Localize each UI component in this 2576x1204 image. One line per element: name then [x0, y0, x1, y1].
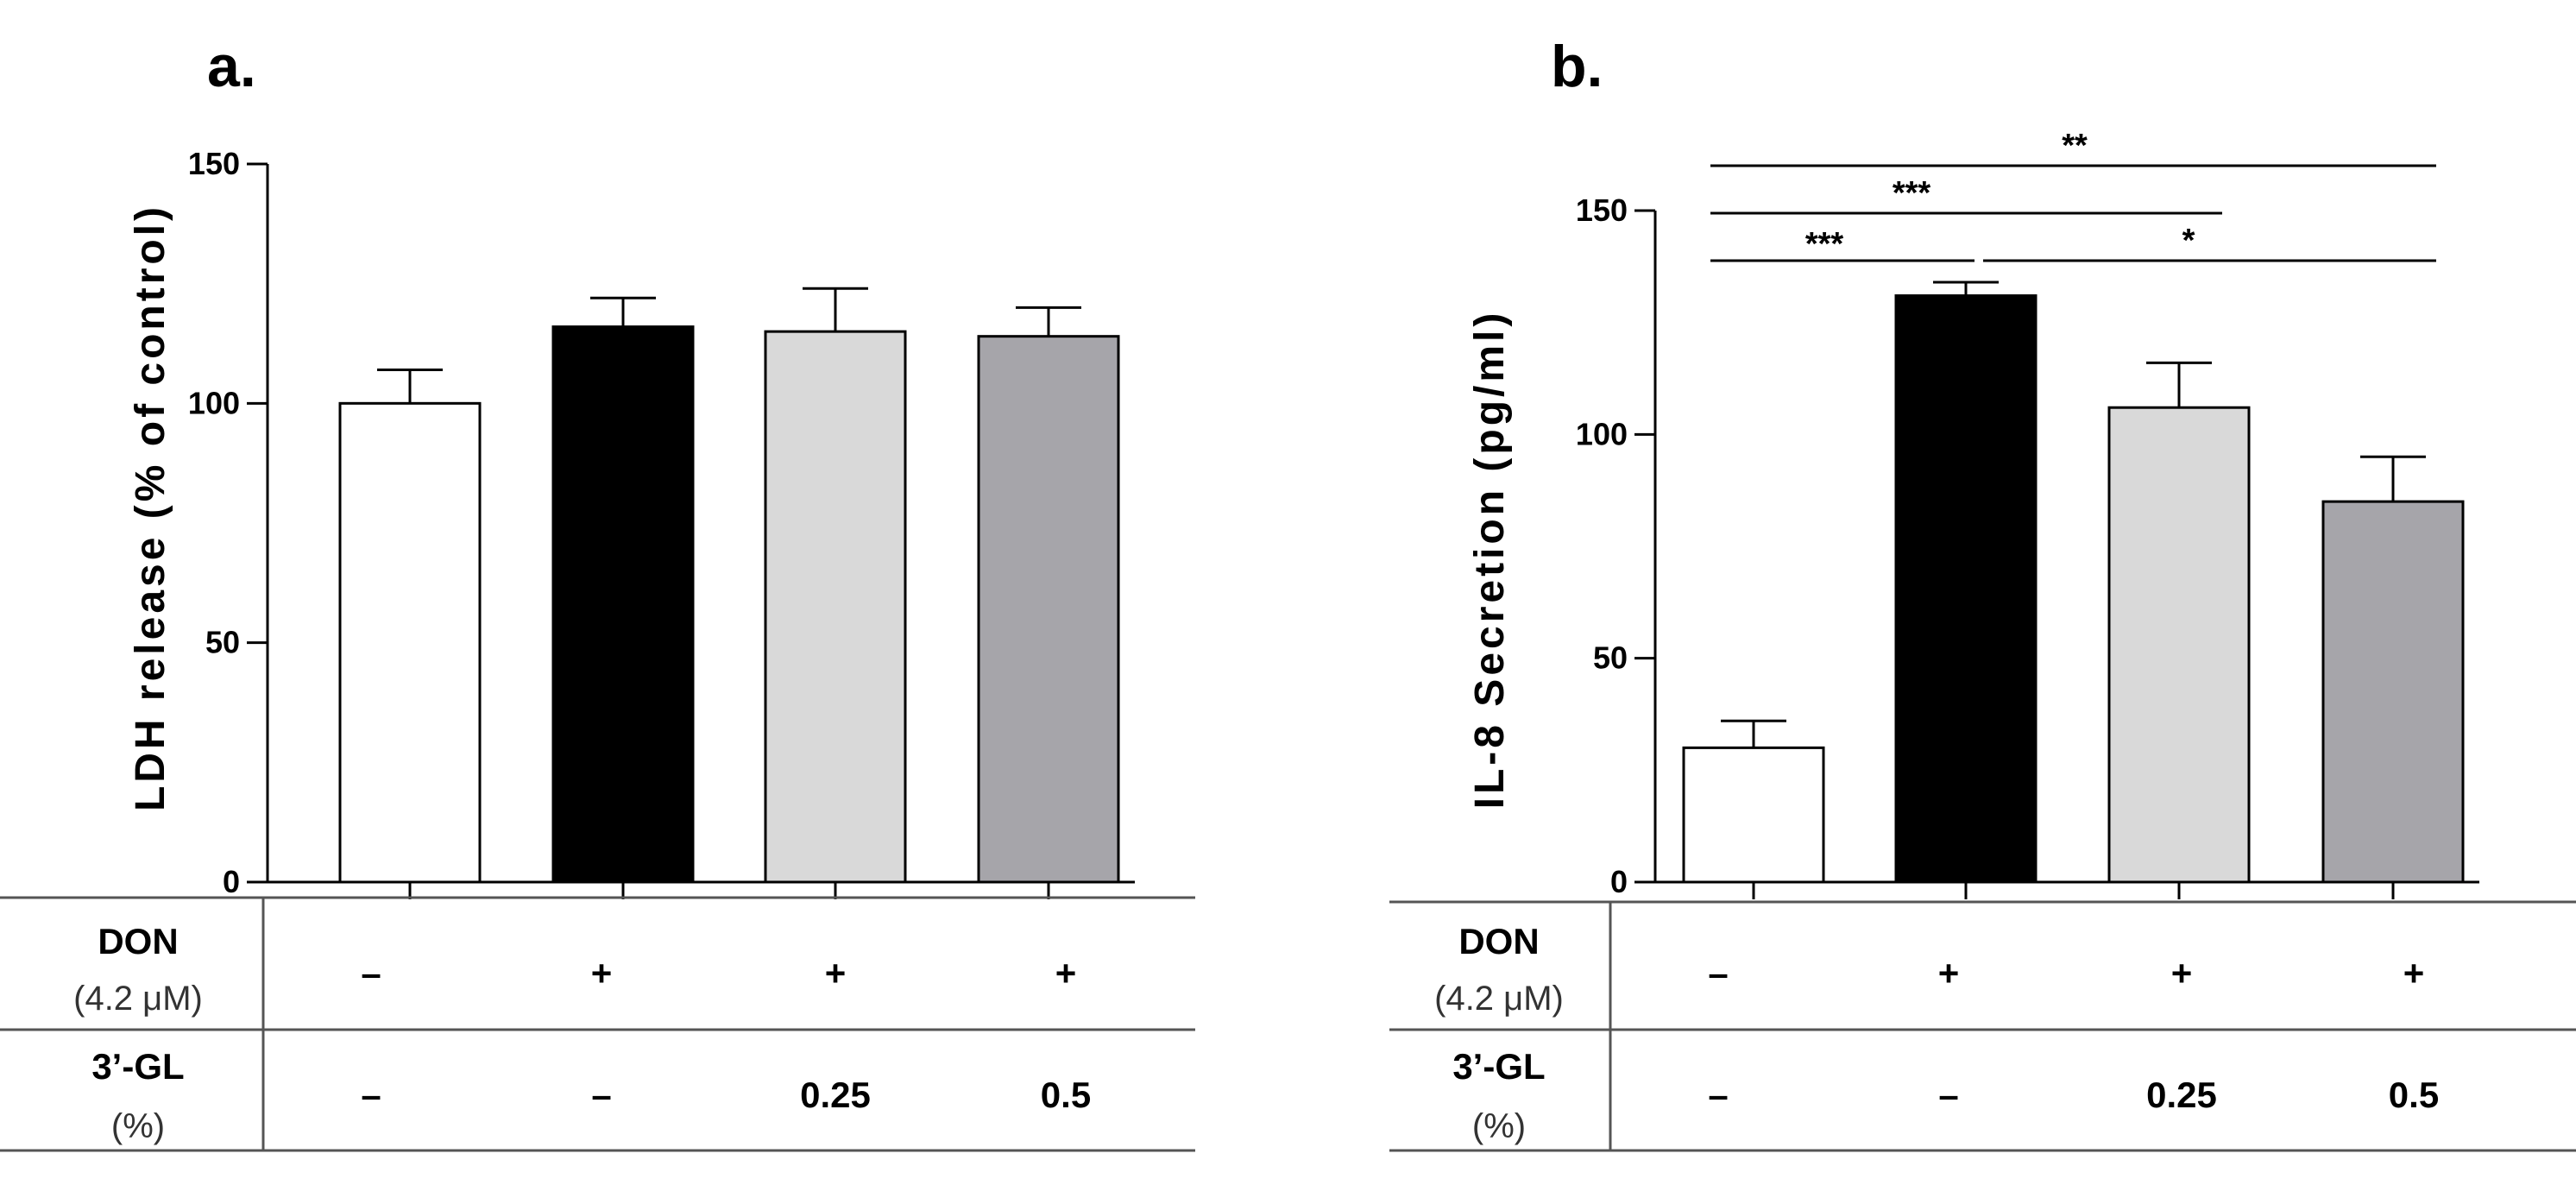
cell-3gl-3: 0.5: [2389, 1075, 2439, 1115]
y-tick-label: 0: [223, 864, 240, 899]
cell-3gl-1: –: [591, 1075, 611, 1115]
row-label-don: DON: [1458, 921, 1539, 961]
cell-don-2: +: [2171, 953, 2193, 993]
cell-3gl-2: 0.25: [2146, 1075, 2217, 1115]
panel-b-bars: [1682, 281, 2465, 884]
cell-don-0: –: [361, 953, 381, 993]
panel-b-label: b.: [1551, 34, 1603, 99]
row-label-don: DON: [98, 921, 178, 961]
row-sublabel-3gl-unit: (%): [1472, 1107, 1526, 1145]
bar-1: [1894, 294, 2037, 884]
bar-0: [1682, 746, 1825, 884]
y-tick-label: 50: [205, 625, 240, 660]
row-label-3gl: 3’-GL: [91, 1046, 184, 1087]
row-sublabel-3gl-unit: (%): [111, 1107, 165, 1145]
bar-3: [2321, 500, 2465, 884]
panel-b-condition-table: DON (4.2 μM) 3’-GL (%) – + + + – – 0.25 …: [1389, 900, 2576, 1152]
cell-3gl-1: –: [1938, 1075, 1958, 1115]
panel-b-significance: ******** *: [1710, 128, 2436, 262]
y-tick-label: 150: [188, 146, 240, 181]
bar-2: [2107, 406, 2251, 884]
bar-3: [977, 335, 1120, 884]
cell-don-1: +: [591, 953, 613, 993]
panel-a-label: a.: [207, 34, 256, 99]
cell-don-1: +: [1938, 953, 1960, 993]
cell-3gl-0: –: [361, 1075, 381, 1115]
cell-don-3: +: [2403, 953, 2425, 993]
row-label-3gl: 3’-GL: [1452, 1046, 1545, 1087]
y-tick-label: 150: [1576, 192, 1628, 228]
panel-a-condition-table: DON (4.2 μM) 3’-GL (%) – + + + – – 0.25 …: [0, 896, 1195, 1152]
bar-1: [551, 325, 695, 884]
y-tick-label: 50: [1593, 640, 1628, 676]
row-sublabel-don-concentration: (4.2 μM): [73, 980, 203, 1018]
bar-2: [764, 330, 907, 884]
y-tick-label: 0: [1610, 864, 1628, 899]
panel-a-y-axis-label: LDH release (% of control): [128, 204, 173, 811]
significance-label-3: *: [2182, 223, 2195, 259]
bar-0: [338, 401, 482, 884]
cell-don-0: –: [1708, 953, 1728, 993]
panel-a-bars: [338, 287, 1120, 884]
significance-label-2: ***: [1805, 226, 1844, 262]
cell-3gl-2: 0.25: [800, 1075, 871, 1115]
significance-label-0: **: [2062, 128, 2088, 164]
panel-a: a. LDH release (% of control) 050100150 …: [0, 34, 1195, 1152]
cell-3gl-3: 0.5: [1041, 1075, 1091, 1115]
row-sublabel-don-concentration: (4.2 μM): [1434, 980, 1564, 1018]
cell-don-3: +: [1055, 953, 1077, 993]
y-tick-label: 100: [188, 385, 240, 420]
panel-b-axes: 0 50 100 150: [1576, 192, 2479, 899]
panel-b-y-axis-label: IL-8 Secretion (pg/ml): [1467, 310, 1513, 810]
significance-label-1: ***: [1893, 175, 1931, 211]
cell-3gl-0: –: [1708, 1075, 1728, 1115]
cell-don-2: +: [825, 953, 847, 993]
y-tick-label: 100: [1576, 416, 1628, 451]
